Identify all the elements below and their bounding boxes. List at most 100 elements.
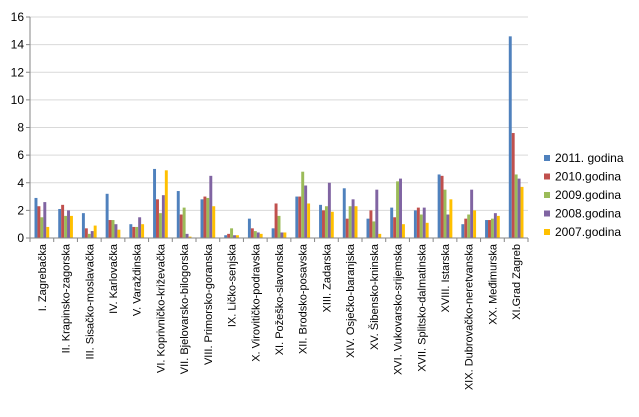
bar — [230, 228, 234, 238]
bar — [416, 207, 420, 238]
bar — [164, 170, 168, 238]
y-tick-label: 4 — [17, 176, 24, 190]
bar — [473, 210, 477, 239]
bar — [399, 178, 402, 238]
bar — [224, 235, 228, 238]
bar — [141, 224, 145, 238]
bar — [158, 213, 162, 238]
legend-label: 2008.godina — [555, 207, 621, 221]
x-category-label: I. Zagrebačka — [37, 243, 49, 311]
bar — [271, 228, 275, 238]
bar — [212, 206, 216, 238]
bar — [372, 221, 376, 238]
bar — [185, 233, 189, 238]
bar — [366, 218, 370, 238]
gridlines — [30, 16, 528, 211]
bar — [437, 174, 441, 238]
bar — [422, 207, 426, 238]
bar — [84, 228, 88, 238]
bar — [351, 199, 355, 238]
bar — [114, 224, 118, 238]
bar — [378, 233, 382, 238]
bar — [401, 224, 405, 238]
bar — [319, 204, 323, 238]
x-category-label: XVIII. Istarska — [440, 243, 452, 312]
bar — [274, 203, 278, 238]
x-category-label: V. Varaždinska — [132, 243, 144, 316]
bar — [508, 36, 512, 239]
bar — [81, 213, 85, 238]
bar — [46, 226, 50, 238]
x-category-label: XIX. Dubrovačko-neretvanska — [464, 243, 476, 390]
x-category-label: X. Virovitičko-podravska — [250, 243, 262, 362]
y-tick-label: 2 — [17, 203, 24, 217]
y-tick-label: 10 — [11, 93, 25, 107]
bar — [277, 215, 281, 238]
bar — [493, 213, 497, 238]
bar — [156, 199, 159, 238]
bar — [40, 217, 44, 238]
bar — [298, 196, 302, 238]
bar — [138, 217, 142, 238]
bar — [485, 220, 489, 238]
bar — [117, 229, 121, 238]
legend-label: 2007.godina — [555, 225, 621, 239]
x-category-label: XIII. Zadarska — [321, 243, 333, 312]
bar — [161, 195, 165, 238]
x-category-label: IV. Karlovačka — [108, 243, 120, 314]
legend-swatch — [544, 155, 550, 161]
x-category-label: XI. Požeško-slavonska — [274, 243, 286, 355]
x-axis: I. Zagrebačka II. Krapinsko-zagorska III. … — [29, 237, 529, 390]
bar — [64, 215, 68, 238]
bar — [330, 211, 334, 238]
legend-swatch — [544, 192, 550, 198]
bar — [250, 228, 254, 238]
bar — [235, 235, 239, 238]
legend: 2011. godina 2010.godina 2009.godina 2008.g… — [544, 151, 624, 239]
bar — [464, 218, 468, 238]
bar — [34, 197, 38, 238]
y-tick-label: 6 — [17, 148, 24, 162]
bar — [354, 206, 358, 238]
bar — [375, 189, 379, 238]
bar — [327, 182, 331, 238]
bar — [67, 210, 70, 239]
legend-label: 2011. godina — [555, 151, 624, 165]
bar — [132, 226, 136, 238]
bar — [179, 214, 183, 238]
legend-swatch — [544, 173, 550, 180]
bar — [58, 208, 62, 238]
bar — [470, 189, 474, 238]
bar — [301, 171, 305, 238]
bar — [188, 236, 192, 238]
y-tick-label: 12 — [11, 65, 25, 79]
bar — [514, 174, 518, 238]
bar — [247, 218, 251, 238]
bar — [256, 232, 260, 238]
bar — [449, 199, 453, 238]
y-tick-label: 14 — [11, 38, 25, 52]
x-category-label: III. Sisačko-moslavačka — [84, 243, 96, 359]
y-tick-label: 8 — [17, 121, 24, 135]
y-tick-label: 16 — [11, 10, 25, 24]
bar — [413, 210, 417, 239]
bar — [90, 231, 94, 238]
bar — [37, 206, 41, 238]
bar — [233, 235, 236, 238]
bar-series — [34, 36, 524, 239]
bar — [304, 185, 308, 238]
bar — [440, 175, 444, 238]
bar — [283, 232, 287, 238]
bar — [307, 203, 311, 238]
bar — [87, 233, 91, 238]
bar — [461, 224, 465, 238]
bar — [446, 214, 450, 238]
bar — [227, 233, 231, 238]
x-category-label: VI. Koprivničko-križevačka — [155, 243, 167, 373]
x-category-label: XVI. Vukovarsko-srijemska — [393, 243, 405, 375]
x-category-label: VIII. Primorsko-goranska — [203, 243, 215, 365]
bar — [369, 210, 373, 239]
bar — [322, 210, 325, 239]
bar — [105, 193, 109, 238]
